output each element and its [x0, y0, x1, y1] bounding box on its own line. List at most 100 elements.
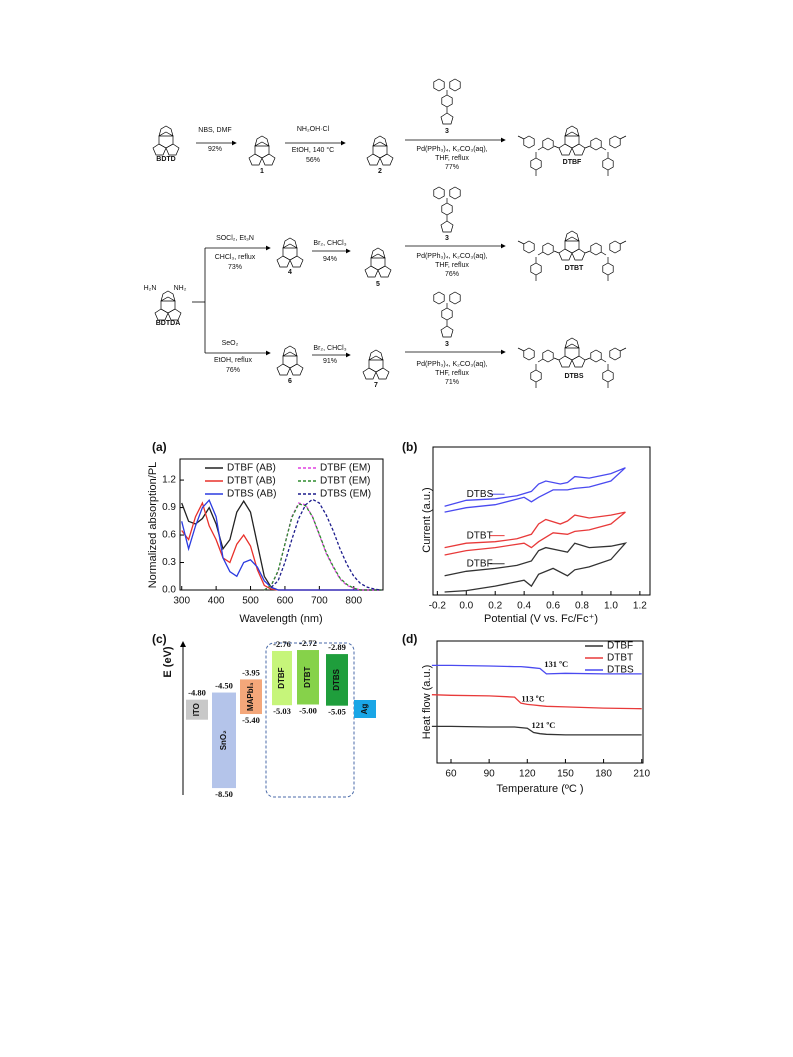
energy-level-box	[354, 700, 376, 718]
legend-label: DTBF	[607, 641, 633, 652]
material-label: SnO₂	[219, 730, 228, 750]
compound-label: 2	[378, 168, 382, 175]
energy-level-box	[186, 699, 208, 720]
energy-level-box	[297, 650, 319, 705]
series-line	[444, 511, 626, 556]
lumo-label: -4.50	[215, 680, 233, 690]
plot-frame	[436, 640, 644, 764]
series-line	[444, 467, 626, 513]
x-tick-label: 1.2	[633, 601, 647, 612]
series-label: DTBS	[467, 489, 494, 500]
material-label: MAPbI₃	[246, 682, 255, 711]
x-axis-label: Wavelength (nm)	[239, 613, 322, 625]
compound-label: 6	[288, 378, 292, 385]
energy-level-box	[212, 692, 236, 789]
y-axis-label: E (eV)	[162, 646, 174, 678]
energy-level-box	[240, 679, 262, 715]
compound-label: NH₂	[174, 285, 187, 292]
condition-text: EtOH, 140 °C	[292, 146, 334, 154]
panel-label: (a)	[152, 440, 167, 454]
compound-label: DTBT	[565, 265, 584, 272]
condition-text: 56%	[306, 157, 320, 164]
condition-text: NBS, DMF	[198, 127, 231, 134]
material-label: DTBT	[303, 666, 312, 687]
homo-label: -5.00	[299, 705, 317, 715]
legend-label: DTBS	[607, 665, 634, 676]
series-label: DTBF	[467, 558, 493, 569]
homo-label: -5.03	[273, 706, 291, 716]
condition-text: 94%	[323, 256, 337, 263]
x-tick-label: 300	[173, 596, 190, 607]
energy-level-box	[326, 654, 348, 706]
compound-label: BDTDA	[156, 320, 181, 327]
x-tick-label: 180	[595, 769, 612, 780]
x-tick-label: 210	[633, 769, 650, 780]
material-label: DTBS	[332, 668, 341, 690]
y-tick-label: 0.0	[162, 585, 176, 596]
panel-label: (b)	[402, 440, 417, 454]
group-outline	[265, 642, 355, 798]
condition-text: 73%	[228, 264, 242, 271]
compound-label: 7	[374, 382, 378, 389]
condition-text: Br₂, CHCl₃	[313, 240, 346, 247]
condition-text: SOCl₂, Et₃N	[216, 235, 254, 242]
x-tick-label: 0.2	[488, 601, 502, 612]
condition-text: THF, reflux	[435, 262, 469, 269]
lumo-label: -2.89	[328, 642, 346, 652]
series-line	[431, 664, 642, 675]
condition-text: 76%	[445, 271, 459, 278]
compound-label: 3	[445, 341, 449, 348]
compound-label: DTBS	[564, 373, 583, 380]
x-axis-label: Temperature (ºC )	[496, 783, 583, 795]
x-tick-label: 0.6	[546, 601, 560, 612]
x-tick-label: 120	[519, 769, 536, 780]
x-tick-label: 0.0	[459, 601, 473, 612]
compound-label: BDTD	[156, 156, 175, 163]
synthesis-scheme	[152, 79, 626, 388]
series-line	[270, 498, 382, 591]
y-tick-label: 0.9	[162, 502, 176, 513]
condition-text: 91%	[323, 358, 337, 365]
condition-text: THF, reflux	[435, 370, 469, 377]
lumo-label: -4.80	[188, 688, 206, 698]
energy-level-box	[272, 650, 292, 706]
lumo-label: -2.76	[273, 639, 291, 649]
homo-label: -5.40	[242, 715, 260, 725]
compound-label: 1	[260, 168, 264, 175]
x-tick-label: 600	[277, 596, 294, 607]
material-label: DTBF	[277, 667, 286, 688]
legend-label: DTBT (EM)	[320, 476, 370, 487]
y-tick-label: 1.2	[162, 475, 176, 486]
lumo-label: -2.72	[299, 638, 317, 648]
y-axis-label: Current (a.u.)	[421, 487, 433, 552]
transition-label: 113 ºC	[521, 694, 544, 704]
series-line	[444, 542, 628, 593]
compound-label: DTBF	[563, 159, 582, 166]
compound-label: 5	[376, 281, 380, 288]
x-tick-label: 0.8	[575, 601, 589, 612]
compound-label: 3	[445, 235, 449, 242]
x-tick-label: 500	[242, 596, 259, 607]
condition-text: Pd(PPh₃)₄, K₂CO₃(aq),	[416, 361, 487, 368]
x-tick-label: 60	[445, 769, 457, 780]
homo-label: -8.50	[215, 789, 233, 799]
condition-text: 92%	[208, 146, 222, 153]
x-axis-label: Potential (V vs. Fc/Fc⁺)	[484, 613, 598, 625]
y-axis-label: Heat flow (a.u.)	[421, 665, 433, 740]
transition-label: 131 ºC	[544, 659, 568, 669]
condition-text: NH₂OH·Cl	[297, 126, 330, 133]
series-line	[431, 725, 642, 736]
condition-text: Pd(PPh₃)₄, K₂CO₃(aq),	[416, 253, 487, 260]
series-line	[181, 499, 382, 591]
material-label: ITO	[192, 703, 201, 716]
x-tick-label: 150	[557, 769, 574, 780]
series-line	[263, 503, 382, 591]
condition-text: SeO₂	[222, 340, 239, 347]
legend-label: DTBS (EM)	[320, 489, 371, 500]
x-tick-label: 1.0	[604, 601, 618, 612]
series-label: DTBT	[467, 530, 493, 541]
y-tick-label: 0.3	[162, 557, 176, 568]
x-tick-label: 90	[484, 769, 496, 780]
material-label: Ag	[360, 704, 369, 715]
x-tick-label: -0.2	[429, 601, 447, 612]
